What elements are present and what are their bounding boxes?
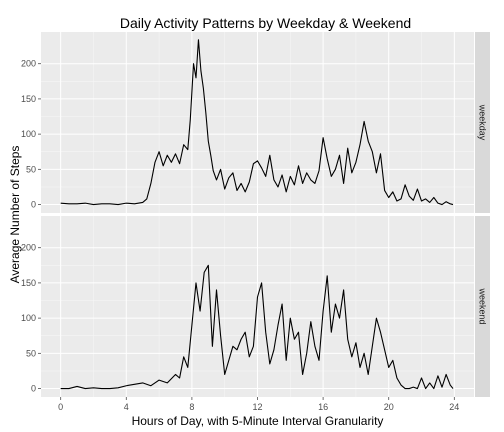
facet-panels: 0 50 100 150 200 weekday 0 4 8 12 16 20 24 0 50 100 150 2… xyxy=(21,32,490,412)
y-tick-label: 150 xyxy=(21,94,36,104)
x-tick-label: 0 xyxy=(58,402,63,412)
x-tick-label: 24 xyxy=(449,402,459,412)
chart-title: Daily Activity Patterns by Weekday & Wee… xyxy=(120,15,411,31)
y-axis-title: Average Number of Steps xyxy=(8,146,22,284)
y-tick-label: 50 xyxy=(26,164,36,174)
x-tick-label: 16 xyxy=(318,402,328,412)
y-tick-label: 0 xyxy=(31,384,36,394)
facet-strip xyxy=(475,216,490,397)
y-tick-label: 0 xyxy=(31,200,36,210)
x-axis-title: Hours of Day, with 5-Minute Interval Gra… xyxy=(132,414,384,428)
series-line-weekend xyxy=(60,264,454,390)
y-tick-label: 100 xyxy=(21,313,36,323)
series-line-weekday xyxy=(60,39,454,206)
facet-label-weekend: weekend xyxy=(478,287,488,324)
x-tick-label: 4 xyxy=(124,402,129,412)
y-tick-label: 150 xyxy=(21,278,36,288)
y-tick-label: 200 xyxy=(21,59,36,69)
y-tick-label: 50 xyxy=(26,348,36,358)
panel-weekend: 0 4 8 12 16 20 24 0 50 100 150 200 weekend xyxy=(21,216,490,412)
facet-strip xyxy=(475,32,490,213)
x-tick-label: 8 xyxy=(189,402,194,412)
y-tick-label: 100 xyxy=(21,129,36,139)
y-tick-label: 200 xyxy=(21,243,36,253)
panel-weekday: 0 50 100 150 200 weekday xyxy=(21,32,490,213)
x-tick-label: 20 xyxy=(384,402,394,412)
x-tick-label: 12 xyxy=(252,402,262,412)
facet-label-weekday: weekday xyxy=(478,104,488,141)
